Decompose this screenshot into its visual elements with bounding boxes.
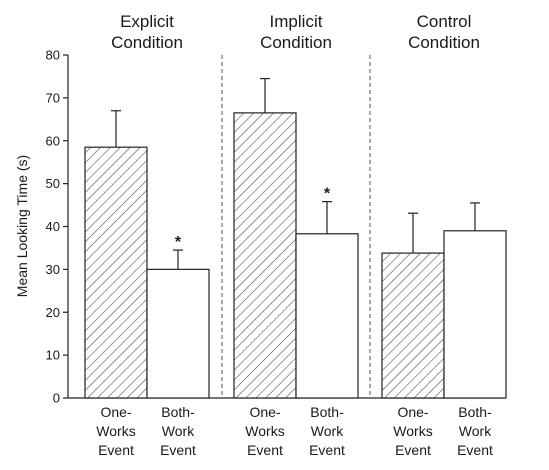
x-tick-label: Event [247, 442, 283, 458]
y-tick-label: 60 [46, 133, 60, 148]
significance-marker: * [324, 186, 331, 203]
x-tick-label: Event [457, 442, 493, 458]
bar [84, 146, 148, 399]
y-tick-label: 80 [46, 48, 60, 63]
y-tick-label: 30 [46, 262, 60, 277]
x-tick-label: Event [98, 442, 134, 458]
group-title-line: Control [417, 12, 472, 31]
bar-group: Explicit Condition One- Works Event * Both- Wor… [84, 12, 210, 458]
y-axis: 0 10 20 30 40 50 60 70 80 [46, 48, 506, 406]
x-tick-label: Work [162, 423, 195, 439]
bar [443, 230, 507, 399]
group-title-line: Explicit [120, 12, 174, 31]
x-tick-label: One- [249, 404, 280, 420]
x-tick-label: Works [96, 423, 135, 439]
x-tick-label: One- [397, 404, 428, 420]
y-tick-label: 10 [46, 348, 60, 363]
bar-group: Implicit Condition One- Works Event * Both- Wor… [233, 12, 359, 458]
x-tick-label: Event [160, 442, 196, 458]
group-title-line: Condition [408, 33, 480, 52]
x-tick-label: Works [393, 423, 432, 439]
x-tick-label: Event [309, 442, 345, 458]
x-tick-label: Both- [161, 404, 195, 420]
bar [381, 252, 445, 399]
x-tick-label: One- [100, 404, 131, 420]
x-tick-label: Work [311, 423, 344, 439]
y-tick-label: 70 [46, 90, 60, 105]
significance-marker: * [175, 234, 182, 251]
x-tick-label: Works [245, 423, 284, 439]
group-title-line: Implicit [270, 12, 323, 31]
group-title-line: Condition [260, 33, 332, 52]
bar-group: Control Condition One- Works Event Both- Work E… [381, 12, 507, 458]
group-dividers [221, 55, 371, 398]
x-tick-label: Event [395, 442, 431, 458]
y-tick-label: 20 [46, 305, 60, 320]
x-tick-label: Work [459, 423, 492, 439]
bar [146, 268, 210, 399]
bar [295, 233, 359, 399]
y-tick-label: 40 [46, 219, 60, 234]
bar-groups: Explicit Condition One- Works Event * Both- Wor… [84, 12, 507, 458]
y-tick-label: 50 [46, 176, 60, 191]
x-tick-label: Both- [458, 404, 492, 420]
group-title-line: Condition [111, 33, 183, 52]
y-axis-label: Mean Looking Time (s) [14, 155, 30, 297]
bar [233, 112, 297, 399]
y-tick-label: 0 [53, 391, 60, 406]
x-tick-label: Both- [310, 404, 344, 420]
